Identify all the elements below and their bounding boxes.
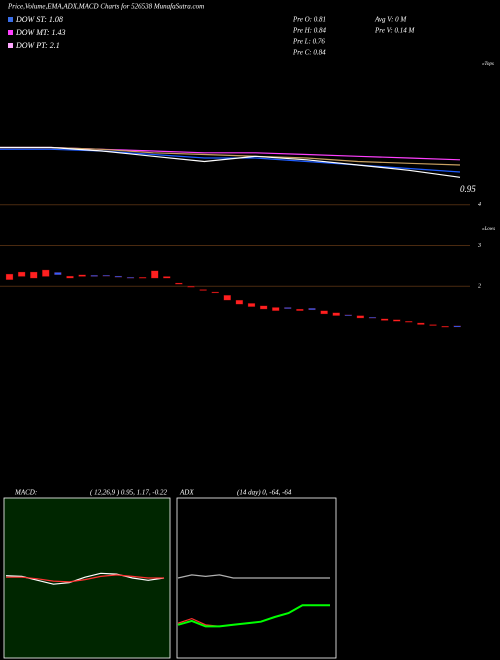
- candle: [356, 315, 365, 319]
- series-line: [177, 604, 330, 628]
- candle: [344, 314, 352, 316]
- candle: [405, 321, 413, 323]
- panel-label: MACD:: [14, 489, 37, 497]
- tops-label: «Tops: [482, 62, 494, 67]
- stat: Pre H: 0.84: [292, 27, 326, 35]
- series-line: [0, 146, 461, 178]
- candle: [308, 308, 316, 311]
- candle: [126, 277, 135, 279]
- candle: [296, 308, 304, 311]
- last-price-label: 0.95: [460, 184, 476, 194]
- panel-params: ( 12,26,9 ) 0.95, 1.17, -0.22: [90, 489, 167, 497]
- panel-label: ADX: [179, 489, 194, 497]
- candle: [199, 289, 207, 291]
- candle: [66, 275, 74, 279]
- y-tick-label: 3: [477, 243, 481, 249]
- candle: [17, 271, 26, 277]
- title: Price,Volume,EMA,ADX,MACD Charts for 526…: [7, 3, 204, 11]
- stat: Pre O: 0.81: [292, 16, 326, 24]
- candle: [453, 325, 461, 328]
- candle: [163, 276, 171, 279]
- y-tick-label: 2: [478, 284, 481, 290]
- candle: [320, 310, 328, 315]
- stat: Avg V: 0 M: [374, 16, 407, 24]
- legend-label: DOW ST: 1.08: [15, 15, 63, 24]
- legend-label: DOW PT: 2.1: [15, 41, 60, 50]
- candle: [380, 318, 389, 321]
- candle: [138, 277, 147, 279]
- series-line: [0, 148, 461, 173]
- candle: [393, 319, 401, 322]
- candle: [429, 324, 437, 326]
- stat: Pre V: 0.14 M: [374, 27, 415, 35]
- legend-swatch: [8, 43, 13, 48]
- candle: [42, 269, 50, 277]
- series-line: [5, 572, 165, 585]
- stat: Pre C: 0.84: [292, 49, 326, 57]
- candle: [211, 291, 219, 294]
- candle: [175, 282, 183, 285]
- panel-params: (14 day) 0, -64, -64: [237, 489, 292, 497]
- candle: [332, 312, 340, 316]
- candle: [90, 275, 98, 277]
- candle: [223, 295, 231, 301]
- candle: [5, 273, 14, 280]
- candle: [272, 307, 280, 311]
- candle: [187, 286, 195, 288]
- series-line: [6, 574, 164, 583]
- candle: [54, 272, 62, 276]
- series-line: [177, 574, 330, 579]
- candle: [114, 275, 123, 278]
- candle: [417, 322, 425, 325]
- candle: [259, 305, 268, 310]
- candle: [235, 299, 244, 305]
- candle: [78, 274, 86, 277]
- candle: [247, 303, 256, 307]
- candle: [284, 307, 292, 309]
- candle: [30, 271, 38, 279]
- legend-swatch: [8, 17, 13, 22]
- candle: [441, 326, 449, 328]
- series-line: [0, 146, 461, 166]
- y-tick-label: 4: [478, 201, 481, 208]
- lows-label: «Lows: [482, 227, 495, 232]
- stat: Pre L: 0.76: [292, 38, 325, 46]
- candle: [102, 275, 110, 277]
- legend-label: DOW MT: 1.43: [15, 28, 66, 37]
- legend-swatch: [8, 30, 13, 35]
- candle: [151, 270, 159, 279]
- candle: [368, 317, 377, 319]
